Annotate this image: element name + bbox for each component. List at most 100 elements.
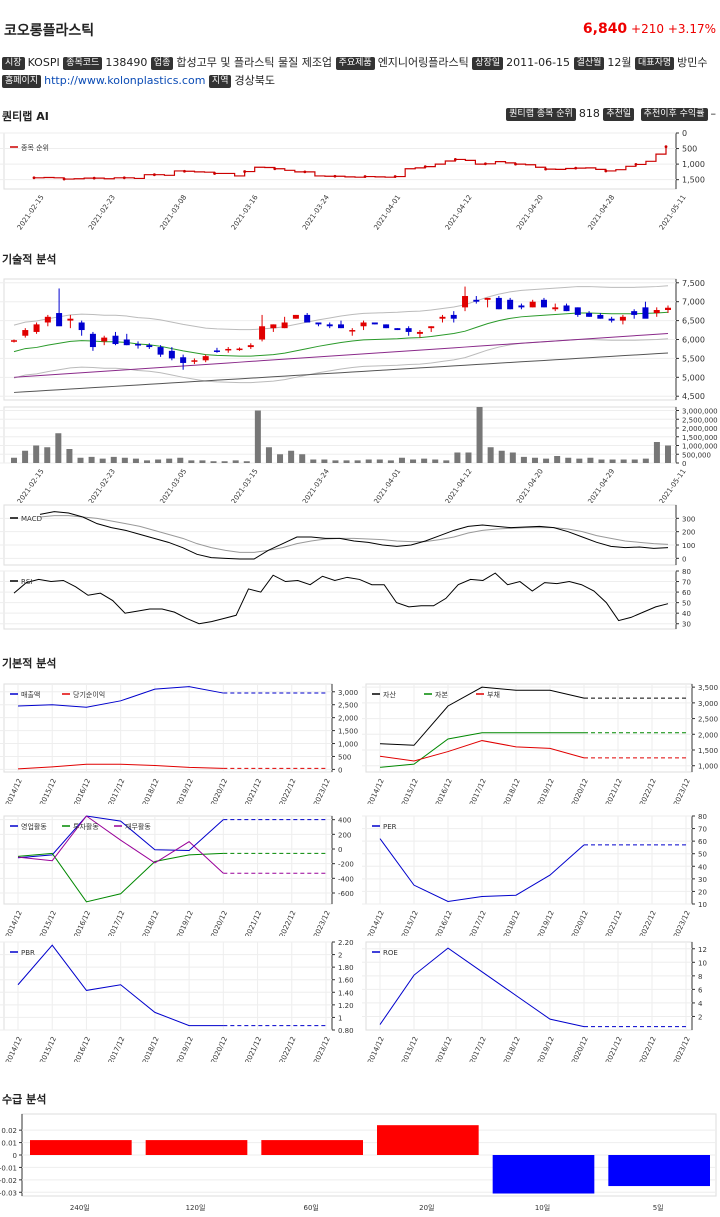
candle-body (371, 322, 378, 325)
y-tick-label: 1.20 (338, 1002, 354, 1010)
y-tick-label: 4 (698, 1000, 703, 1008)
y-tick-label: 2,500 (698, 716, 718, 724)
x-tick-label: 2021-03-15 (230, 468, 260, 503)
x-tick-label: 2021-05-11 (658, 194, 688, 232)
y-tick-label: -400 (338, 875, 354, 883)
price-change-pct: +3.17% (667, 22, 716, 36)
y-tick-label: 5,000 (682, 373, 705, 382)
volume-bar (177, 457, 184, 463)
candle-body (304, 314, 311, 323)
candle-body (540, 299, 547, 308)
candle-body (168, 350, 175, 359)
x-tick-label: 2021-04-01 (372, 194, 402, 232)
legend-label: 자본 (435, 690, 448, 699)
series-line (17, 944, 224, 1027)
y-tick-label: 2,000,000 (682, 425, 718, 433)
series-line (17, 815, 224, 874)
series-line (379, 740, 585, 762)
listed-value: 2011-06-15 (506, 56, 571, 69)
x-tick-label: 2015/12 (38, 909, 58, 936)
candle-body (484, 297, 491, 300)
volume-bar (543, 458, 550, 463)
x-tick-label: 2016/12 (73, 909, 93, 936)
tag-ceo: 대표자명 (635, 57, 675, 70)
x-tick-label: 2022/12 (278, 1035, 298, 1062)
rank-point (544, 167, 548, 171)
rank-point (243, 170, 247, 173)
series-line (17, 852, 224, 903)
y-tick-label: 80 (682, 569, 691, 576)
legend-label: PBR (21, 949, 35, 957)
long-term-ma-line (13, 352, 669, 393)
rank-value: 818 (578, 107, 600, 120)
x-tick-label: 2021/12 (244, 777, 264, 804)
y-tick-label: -0.03 (0, 1189, 17, 1197)
volume-bar (254, 410, 261, 463)
y-tick-label: 20 (698, 888, 707, 896)
candle-body (56, 313, 63, 327)
y-tick-label: 4,500 (682, 392, 705, 401)
rank-point (393, 175, 397, 178)
candle-body (247, 345, 254, 348)
macd-line (39, 511, 669, 560)
volume-bar (587, 457, 594, 463)
x-tick-label: 2021-03-24 (301, 467, 331, 503)
y-tick-label: 12 (698, 946, 707, 954)
volume-bar (554, 456, 561, 463)
y-tick-label: 2,000 (698, 731, 718, 739)
volume-bar (155, 459, 162, 463)
candle-body (473, 299, 480, 302)
tag-region: 지역 (208, 75, 232, 88)
volume-bar (243, 461, 250, 463)
legend-label: PER (383, 823, 397, 831)
volume-bar (265, 447, 272, 463)
candle-body (22, 330, 29, 336)
candle-body (338, 324, 344, 329)
pbr-chart: 0.80 1 1.20 1.40 1.60 1.80 2 2.20 PBR 2014/12 2015… (0, 939, 354, 1062)
x-tick-label: 2021-03-24 (301, 193, 331, 231)
volume-bar (354, 460, 361, 463)
tag-product: 주요제품 (335, 57, 375, 70)
series-line (379, 732, 584, 768)
industry-value: 합성고무 및 플라스틱 물질 제조업 (176, 56, 333, 69)
volume-bar (665, 445, 671, 463)
x-tick-label: 2016/12 (434, 777, 454, 804)
homepage-link[interactable]: http://www.kolonplastics.com (44, 74, 206, 87)
rank-point (634, 163, 638, 166)
x-tick-label: 2016/12 (434, 1035, 454, 1062)
volume-bar (487, 447, 494, 463)
x-tick-label: 2023/12 (312, 777, 332, 804)
volume-bar (121, 457, 128, 463)
moving-average-line (13, 332, 669, 378)
price-change: +210 (631, 22, 664, 36)
tag-settle: 결산월 (573, 57, 605, 70)
x-tick-label: 2017/12 (107, 909, 127, 936)
y-tick-label: 2.20 (338, 939, 354, 947)
y-tick-label: 1,000,000 (682, 443, 718, 451)
series-line (379, 686, 585, 746)
tag-listed: 상장일 (472, 57, 504, 70)
x-tick-label: 2019/12 (536, 1035, 556, 1062)
section-supply-title: 수급 분석 (2, 1093, 47, 1106)
rank-point (574, 166, 578, 170)
volume-bar (33, 445, 40, 463)
x-tick-label: 2021-04-12 (444, 468, 474, 503)
y-tick-label: 50 (698, 851, 707, 859)
x-tick-label: 2020/12 (210, 777, 230, 804)
legend-label: 부채 (487, 690, 500, 699)
y-tick-label: -600 (338, 890, 354, 898)
legend-label: MACD (21, 515, 42, 523)
legend-label: 투자활동 (73, 822, 99, 831)
rsi-line (13, 572, 669, 625)
rank-point (664, 145, 668, 149)
candle-body (586, 313, 593, 317)
x-tick-label: 2020/12 (210, 909, 230, 936)
candle-body (191, 360, 198, 362)
y-tick-label: -200 (338, 861, 354, 869)
plot-frame (3, 941, 333, 1031)
rank-point (453, 158, 457, 161)
x-tick-label: 2022/12 (638, 1035, 658, 1062)
per-chart: 10 20 30 40 50 60 70 80 PER 2014/12 2015/12 2016/12… (362, 813, 707, 936)
volume-bar (576, 458, 583, 463)
tag-code: 종목코드 (63, 57, 103, 70)
